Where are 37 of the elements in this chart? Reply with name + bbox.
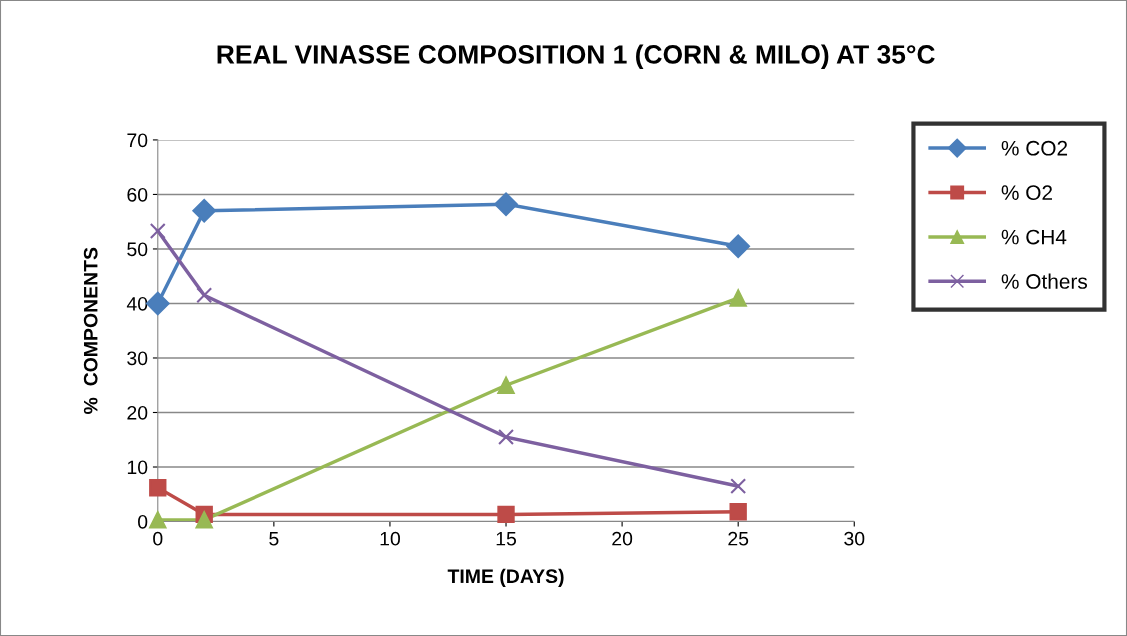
point <box>192 198 217 223</box>
y-tick-label: 30 <box>127 351 148 366</box>
legend-label: % Others <box>1001 273 1088 289</box>
x-tick-label: 5 <box>269 531 279 546</box>
chart-title: REAL VINASSE COMPOSITION 1 (CORN & MILO) AT 35°C <box>217 44 935 70</box>
x-axis-title: TIME (DAYS) <box>447 568 564 587</box>
legend-label: % CH4 <box>1001 229 1067 245</box>
y-tick-label: 40 <box>126 296 148 311</box>
y-tick-label: 60 <box>127 187 148 202</box>
point <box>729 289 747 307</box>
point <box>149 511 167 529</box>
point <box>149 479 167 497</box>
x-tick-label: 30 <box>844 531 865 546</box>
point <box>196 287 213 304</box>
point <box>498 429 515 446</box>
point <box>195 511 213 529</box>
y-tick-label: 50 <box>127 242 148 257</box>
point <box>730 478 747 495</box>
x-tick-label: 20 <box>612 531 633 546</box>
point <box>145 291 170 316</box>
legend-label: % O2 <box>1001 185 1052 201</box>
point <box>497 376 515 394</box>
point <box>729 503 747 521</box>
y-tick-label: 20 <box>127 405 148 420</box>
point <box>494 192 518 217</box>
x-tick-label: 0 <box>153 531 163 546</box>
point <box>497 505 515 524</box>
x-tick-label: 25 <box>728 531 749 546</box>
point <box>149 222 166 239</box>
x-tick-label: 10 <box>380 531 400 546</box>
point <box>726 234 751 259</box>
y-axis-title: % COMPONENTS <box>83 247 98 414</box>
y-tick-label: 70 <box>127 133 148 148</box>
y-tick-label: 0 <box>138 514 148 529</box>
y-tick-label: 10 <box>127 460 148 475</box>
x-tick-label: 15 <box>496 531 517 546</box>
legend-label: % CO2 <box>1001 140 1068 156</box>
